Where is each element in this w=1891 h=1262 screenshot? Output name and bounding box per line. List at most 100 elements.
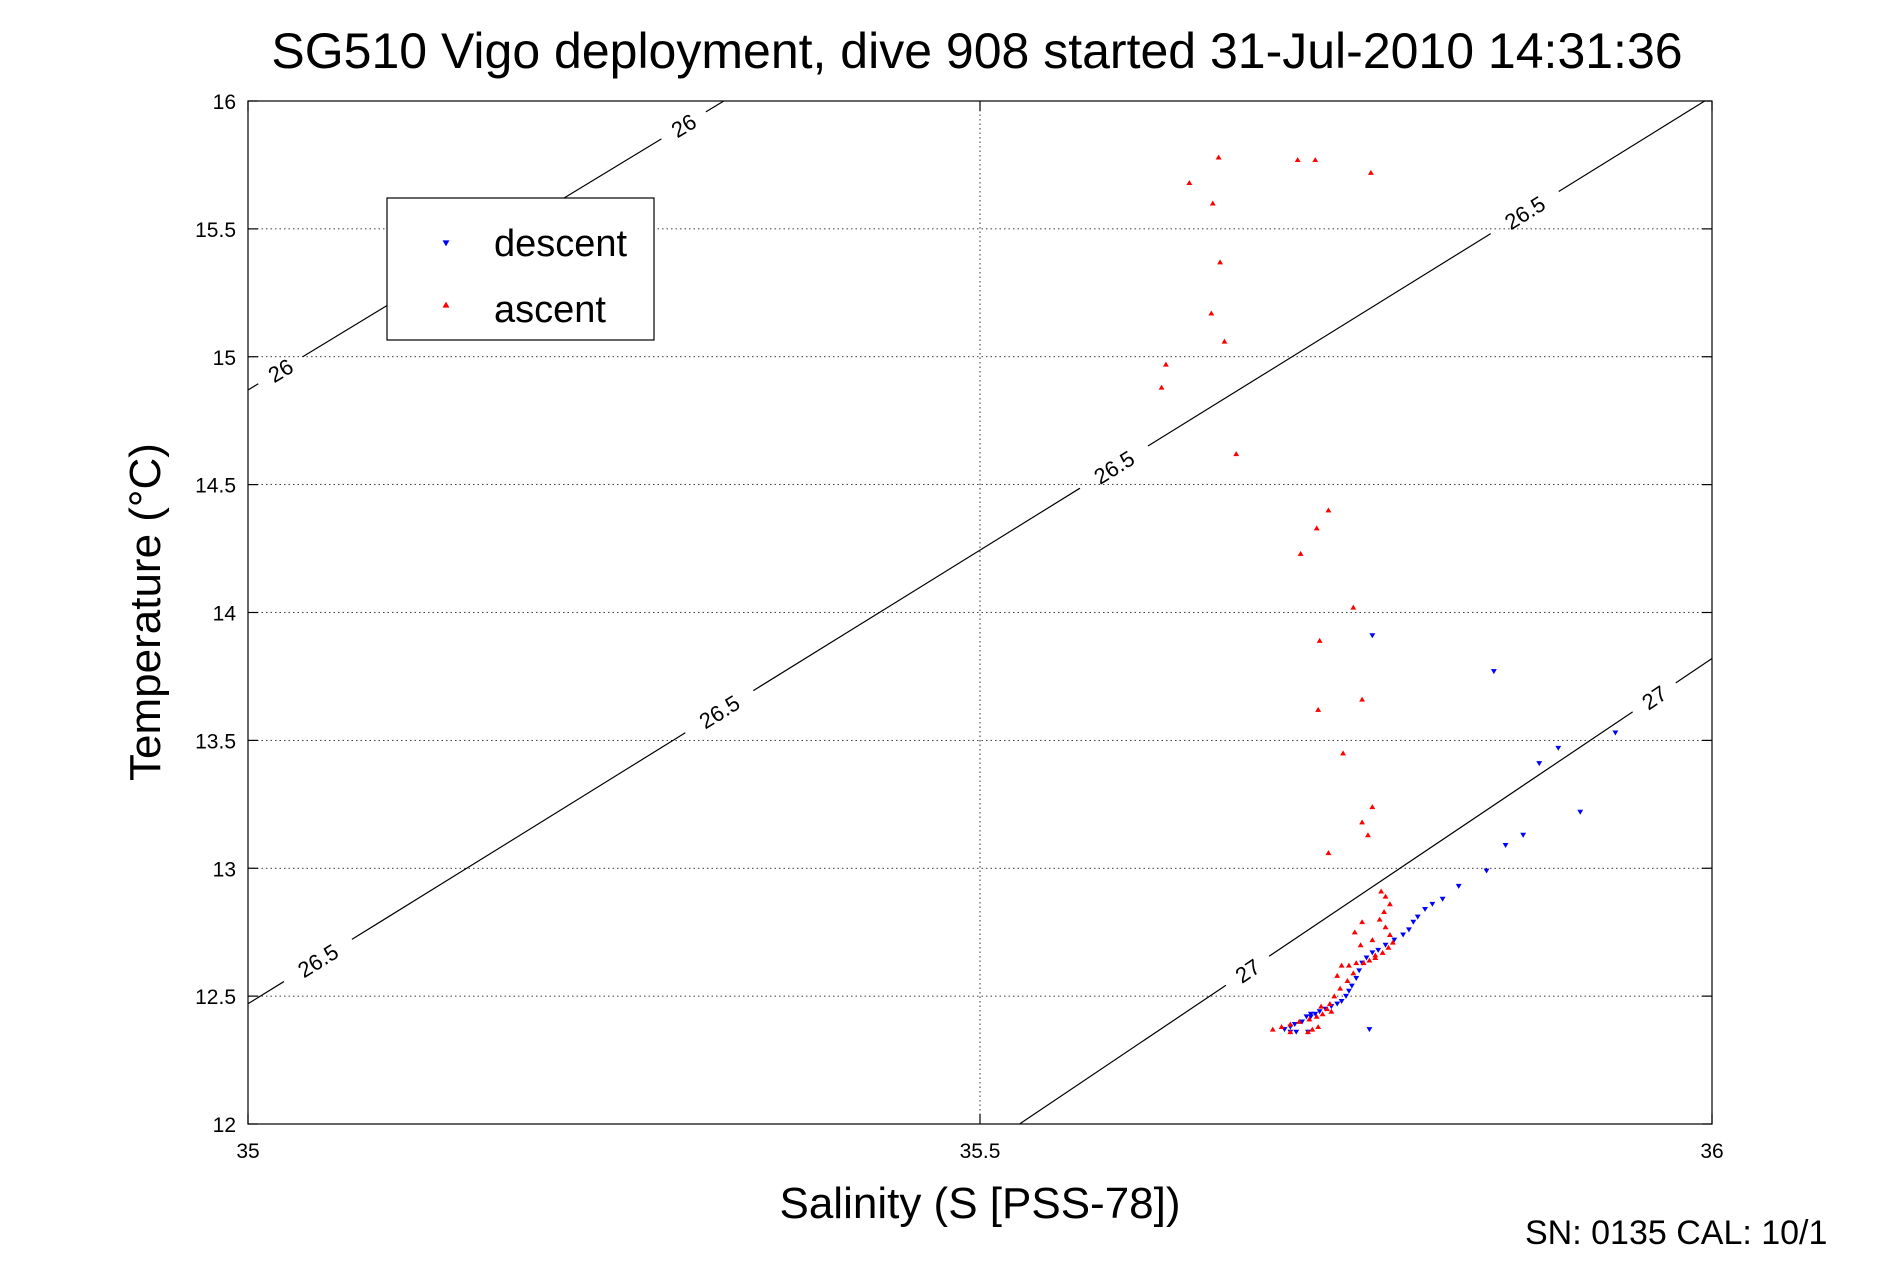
contour-line-segment xyxy=(247,383,259,391)
ascent-point xyxy=(1186,180,1193,186)
ascent-point xyxy=(1296,1018,1303,1024)
ascent-point xyxy=(1376,916,1383,922)
ascent-point xyxy=(1315,1024,1322,1030)
descent-point xyxy=(1520,832,1527,838)
contour-line-segment xyxy=(1558,100,1705,192)
descent-point xyxy=(1391,937,1398,943)
descent-point xyxy=(1369,950,1376,956)
ascent-point xyxy=(1372,955,1379,960)
descent-point xyxy=(1343,993,1349,999)
x-tick-label: 36 xyxy=(1700,1140,1723,1163)
ascent-point xyxy=(1369,804,1376,810)
legend-ascent-marker xyxy=(442,301,450,308)
ascent-point xyxy=(1367,169,1374,175)
ascent-point xyxy=(1353,960,1360,966)
legend: descent ascent xyxy=(386,197,655,341)
ascent-point xyxy=(1385,944,1392,950)
descent-point xyxy=(1303,1014,1310,1020)
x-tick-label: 35 xyxy=(236,1140,259,1163)
ascent-point xyxy=(1350,604,1357,610)
ascent-point xyxy=(1359,919,1366,925)
serial-calibration-text: SN: 0135 CAL: 10/1 xyxy=(1525,1214,1827,1252)
ascent-point xyxy=(1208,310,1215,316)
descent-point xyxy=(1429,901,1436,907)
ascent-point xyxy=(1366,957,1373,963)
descent-point xyxy=(1612,730,1619,736)
descent-point xyxy=(1334,1001,1341,1007)
contour-line-segment xyxy=(1675,658,1713,684)
ascent-point xyxy=(1386,901,1393,907)
ascent-point xyxy=(1215,154,1222,160)
y-tick-label: 16 xyxy=(213,91,236,114)
ascent-point xyxy=(1278,1024,1285,1030)
data-points xyxy=(1158,154,1619,1035)
ascent-point xyxy=(1346,962,1352,968)
descent-point xyxy=(1356,968,1363,974)
ascent-point xyxy=(1324,1006,1330,1012)
ascent-point xyxy=(1331,993,1338,999)
descent-point xyxy=(1348,983,1355,989)
descent-point xyxy=(1406,927,1412,933)
descent-point xyxy=(1353,976,1360,981)
y-tick-label: 15.5 xyxy=(195,219,236,242)
ascent-point xyxy=(1326,1001,1333,1007)
ascent-point xyxy=(1158,384,1165,390)
ascent-point xyxy=(1313,1013,1320,1019)
y-axis-label: Temperature (°C) xyxy=(121,443,170,781)
ascent-point xyxy=(1325,850,1332,856)
ascent-point xyxy=(1306,1016,1313,1022)
y-tick-label: 14 xyxy=(213,603,237,626)
chart-title: SG510 Vigo deployment, dive 908 started … xyxy=(271,23,1682,79)
x-axis-label: Salinity (S [PSS-78]) xyxy=(779,1179,1180,1228)
ascent-point xyxy=(1233,451,1240,457)
descent-point xyxy=(1577,809,1584,815)
x-axis-ticks: 35 35.5 36 xyxy=(236,101,1724,1163)
ascent-point xyxy=(1344,978,1351,983)
descent-point xyxy=(1366,1027,1373,1033)
y-tick-label: 13 xyxy=(213,858,236,881)
descent-point xyxy=(1293,1029,1300,1035)
descent-point xyxy=(1375,947,1382,953)
descent-point xyxy=(1502,843,1509,848)
descent-point xyxy=(1346,988,1352,994)
ascent-point xyxy=(1287,1021,1294,1027)
contour-line-segment xyxy=(1268,711,1633,957)
y-tick-label: 12 xyxy=(213,1114,236,1137)
ascent-point xyxy=(1287,1029,1294,1035)
legend-descent-label: descent xyxy=(494,223,628,265)
y-tick-label: 12.5 xyxy=(195,986,236,1009)
legend-box xyxy=(386,197,655,341)
ascent-point xyxy=(1337,985,1344,991)
descent-point xyxy=(1422,906,1428,912)
y-axis-ticks: 12 12.5 13 13.5 14 14.5 15 15.5 16 xyxy=(195,91,1712,1137)
legend-ascent-label: ascent xyxy=(494,289,606,331)
descent-point xyxy=(1555,745,1562,751)
ascent-point xyxy=(1382,893,1389,899)
ascent-point xyxy=(1269,1026,1276,1032)
ascent-point xyxy=(1318,1003,1325,1009)
descent-point xyxy=(1455,883,1462,889)
descent-point xyxy=(1316,1009,1323,1015)
descent-point xyxy=(1312,1011,1319,1017)
ascent-point xyxy=(1359,819,1366,825)
ascent-point xyxy=(1313,525,1320,531)
ascent-point xyxy=(1365,832,1371,838)
ascent-point xyxy=(1357,942,1364,948)
ascent-point xyxy=(1359,696,1366,702)
descent-point xyxy=(1369,633,1376,639)
ascent-point xyxy=(1382,924,1389,930)
y-tick-label: 14.5 xyxy=(195,475,236,498)
ascent-point xyxy=(1379,949,1386,955)
descent-point xyxy=(1400,932,1407,938)
legend-descent-marker xyxy=(442,240,450,247)
contour-line-segment xyxy=(1147,233,1492,447)
ascent-point xyxy=(1325,507,1332,513)
ascent-point xyxy=(1297,550,1304,556)
ascent-point xyxy=(1334,972,1341,978)
descent-point xyxy=(1307,1011,1314,1017)
ascent-point xyxy=(1369,937,1376,943)
ascent-point xyxy=(1351,929,1358,935)
ascent-point xyxy=(1381,908,1387,914)
ascent-point xyxy=(1294,157,1301,163)
